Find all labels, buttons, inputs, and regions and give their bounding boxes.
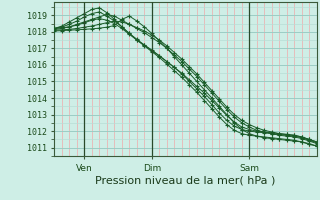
X-axis label: Pression niveau de la mer( hPa ): Pression niveau de la mer( hPa ) (95, 175, 276, 185)
